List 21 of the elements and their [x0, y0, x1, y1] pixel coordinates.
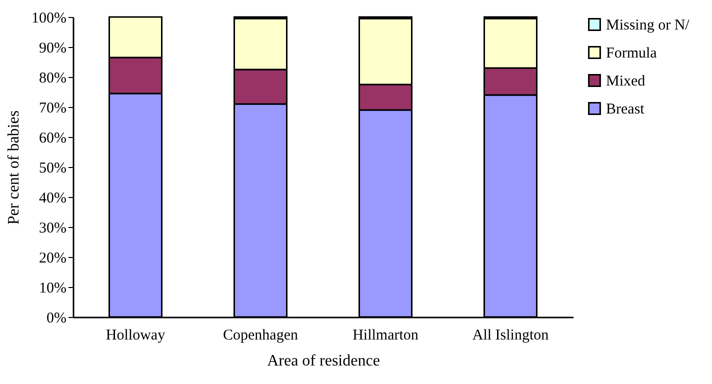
x-axis-title: Area of residence: [267, 352, 380, 370]
legend-label: Breast: [606, 102, 646, 118]
y-tick-label: 50%: [39, 160, 66, 176]
y-tick-label: 0%: [46, 310, 66, 326]
x-tick-label: Copenhagen: [223, 328, 298, 344]
y-tick-label: 100%: [32, 10, 66, 26]
legend-label: Formula: [606, 46, 658, 62]
x-tick-label: Hillmarton: [352, 328, 419, 344]
y-tick-label: 20%: [39, 250, 66, 266]
y-tick-label: 70%: [39, 100, 66, 116]
legend-label: Mixed: [606, 74, 646, 90]
y-tick-label: 90%: [39, 40, 66, 56]
y-tick-label: 80%: [39, 70, 66, 86]
legend-label: Missing or N/: [606, 18, 690, 34]
y-tick-label: 40%: [39, 190, 66, 206]
y-tick-label: 30%: [39, 220, 66, 236]
y-tick-label: 60%: [39, 130, 66, 146]
y-axis-title: Per cent of babies: [6, 110, 23, 225]
y-tick-label: 10%: [39, 280, 66, 296]
x-tick-label: Holloway: [106, 328, 166, 344]
x-tick-label: All Islington: [472, 328, 550, 344]
